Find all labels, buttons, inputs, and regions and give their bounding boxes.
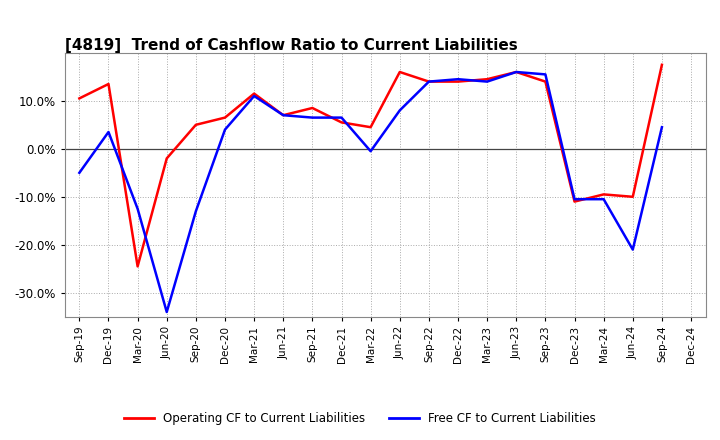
Text: [4819]  Trend of Cashflow Ratio to Current Liabilities: [4819] Trend of Cashflow Ratio to Curren… [65, 38, 518, 53]
Legend: Operating CF to Current Liabilities, Free CF to Current Liabilities: Operating CF to Current Liabilities, Fre… [120, 407, 600, 430]
